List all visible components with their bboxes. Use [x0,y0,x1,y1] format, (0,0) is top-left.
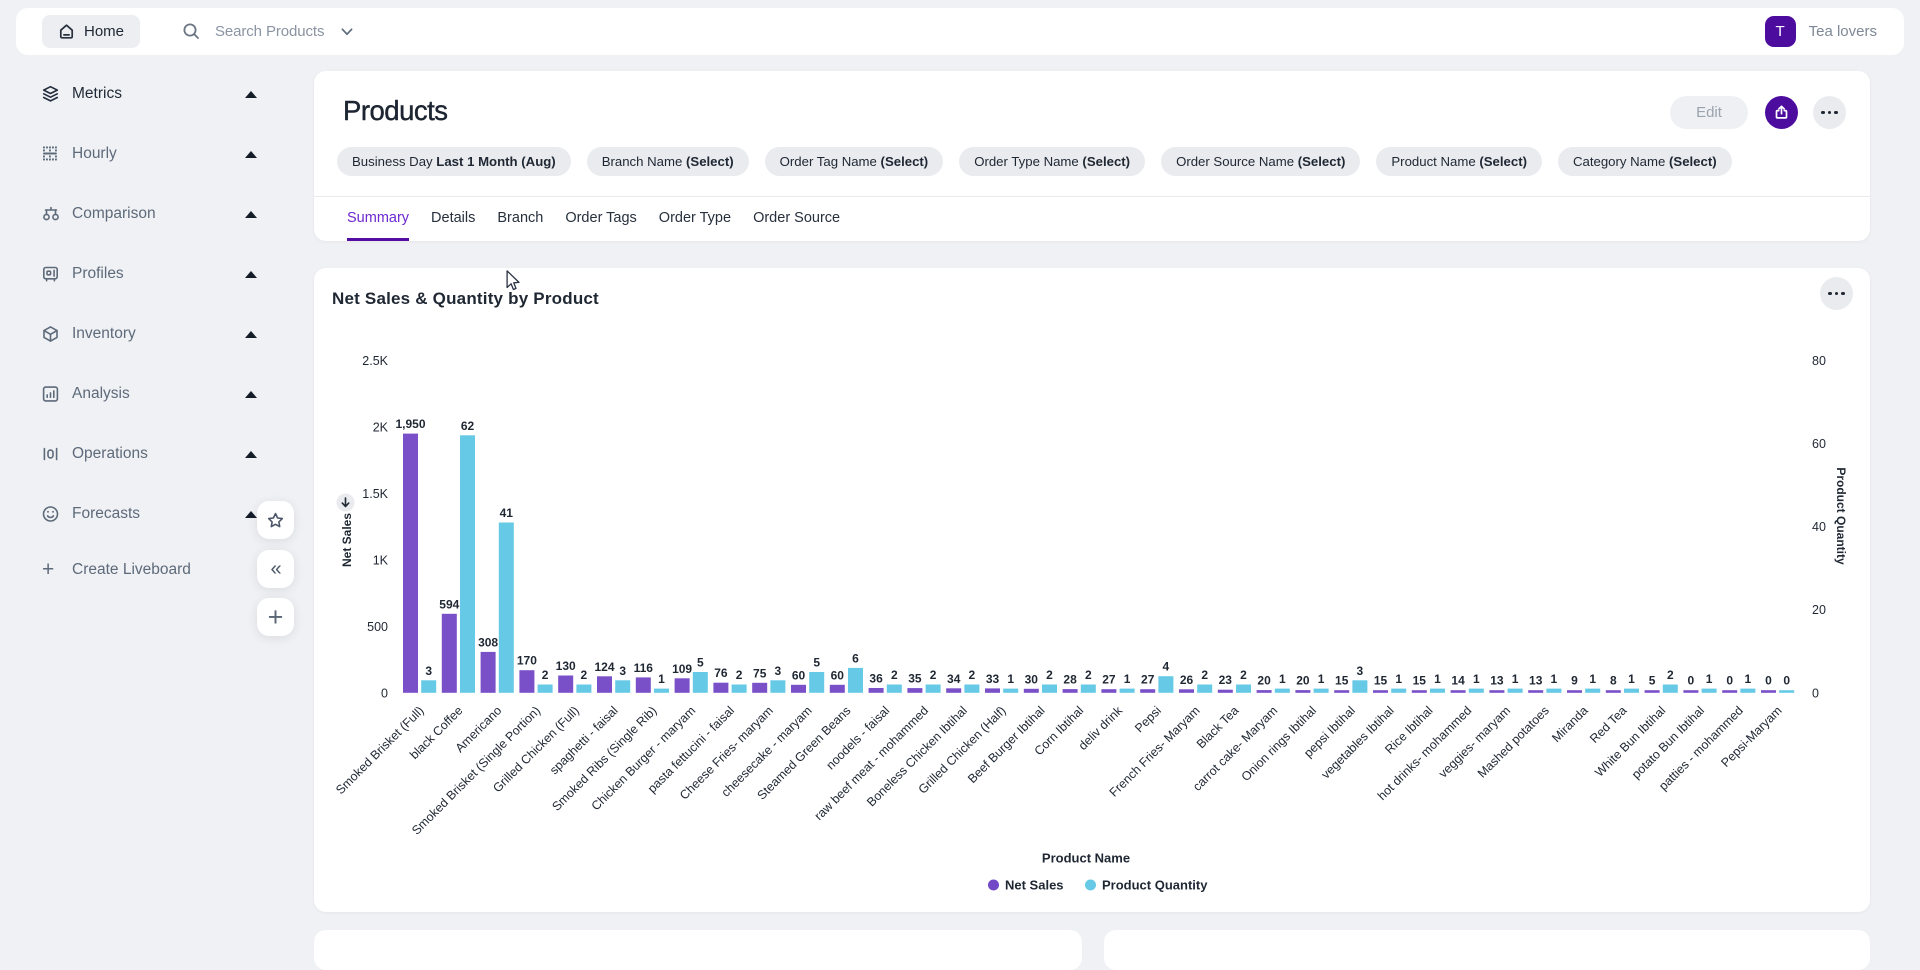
svg-text:60: 60 [792,668,806,682]
svg-text:Miranda: Miranda [1549,703,1591,745]
svg-text:41: 41 [500,506,514,520]
svg-text:13: 13 [1529,674,1543,688]
svg-text:116: 116 [634,661,654,675]
svg-text:2: 2 [1046,668,1053,682]
svg-text:0: 0 [1783,674,1790,688]
svg-text:28: 28 [1063,673,1077,687]
svg-text:2: 2 [581,668,588,682]
svg-text:3: 3 [619,664,626,678]
svg-text:6: 6 [852,651,859,665]
svg-text:Product Quantity: Product Quantity [1834,467,1848,565]
svg-text:vegetables Ibtihal: vegetables Ibtihal [1319,704,1397,782]
svg-text:0: 0 [1726,674,1733,688]
svg-text:20: 20 [1257,674,1271,688]
svg-text:35: 35 [908,672,922,686]
svg-text:27: 27 [1141,673,1155,687]
svg-text:2: 2 [1240,668,1247,682]
svg-text:1.5K: 1.5K [362,487,388,501]
svg-text:Product Quantity: Product Quantity [1102,878,1208,893]
svg-text:20: 20 [1812,603,1826,617]
svg-text:33: 33 [986,672,1000,686]
svg-text:26: 26 [1180,673,1194,687]
svg-text:170: 170 [517,654,537,668]
svg-text:1: 1 [1007,672,1014,686]
svg-text:2: 2 [736,668,743,682]
svg-text:Product Name: Product Name [1042,851,1130,866]
svg-text:1: 1 [658,672,665,686]
svg-text:5: 5 [697,656,704,670]
svg-text:40: 40 [1812,520,1826,534]
svg-text:308: 308 [478,635,498,649]
svg-text:Net Sales: Net Sales [1005,878,1064,893]
svg-text:3: 3 [775,664,782,678]
svg-text:1: 1 [1706,672,1713,686]
svg-text:1: 1 [1124,672,1131,686]
svg-text:1: 1 [1395,672,1402,686]
svg-text:30: 30 [1025,672,1039,686]
svg-text:Mashed potatoes: Mashed potatoes [1475,704,1552,781]
svg-text:1: 1 [1318,672,1325,686]
svg-text:Pepsi: Pepsi [1132,704,1164,736]
svg-text:1,950: 1,950 [395,417,425,431]
svg-text:14: 14 [1451,674,1465,688]
svg-text:2: 2 [1667,668,1674,682]
svg-text:0: 0 [1812,686,1819,700]
svg-text:27: 27 [1102,673,1116,687]
svg-text:veggies- maryam: veggies- maryam [1436,704,1513,781]
svg-text:Net Sales & Quantity by Produc: Net Sales & Quantity by Product [332,289,599,308]
svg-text:2: 2 [891,668,898,682]
svg-text:0: 0 [381,686,388,700]
svg-text:4: 4 [1163,660,1170,674]
svg-text:15: 15 [1413,674,1427,688]
svg-text:1: 1 [1589,672,1596,686]
svg-text:109: 109 [672,662,692,676]
svg-text:75: 75 [753,666,767,680]
svg-text:0: 0 [1688,674,1695,688]
svg-text:2: 2 [1085,668,1092,682]
svg-text:2: 2 [930,668,937,682]
svg-text:1: 1 [1434,672,1441,686]
svg-text:0: 0 [1765,674,1772,688]
svg-text:5: 5 [1649,674,1656,688]
svg-text:White Bun Ibtihal: White Bun Ibtihal [1592,704,1668,780]
svg-text:2: 2 [542,668,549,682]
svg-text:Net Sales: Net Sales [340,513,354,567]
svg-text:20: 20 [1296,674,1310,688]
svg-text:spaghetti - faisal: spaghetti - faisal [547,704,621,778]
svg-text:60: 60 [1812,437,1826,451]
svg-text:3: 3 [425,664,432,678]
svg-text:34: 34 [947,672,961,686]
svg-text:15: 15 [1335,674,1349,688]
svg-text:9: 9 [1571,674,1578,688]
svg-text:2K: 2K [373,421,389,435]
svg-text:1: 1 [1745,672,1752,686]
svg-text:1: 1 [1628,672,1635,686]
svg-text:13: 13 [1490,674,1504,688]
svg-text:potato Bun Ibtihal: potato Bun Ibtihal [1629,704,1707,782]
svg-text:60: 60 [831,668,845,682]
svg-text:2: 2 [969,668,976,682]
svg-text:62: 62 [461,419,475,433]
svg-text:1: 1 [1279,672,1286,686]
svg-text:130: 130 [556,659,576,673]
svg-text:76: 76 [714,666,728,680]
svg-text:1: 1 [1473,672,1480,686]
svg-text:3: 3 [1357,664,1364,678]
svg-text:1: 1 [1512,672,1519,686]
svg-text:36: 36 [869,672,883,686]
svg-text:1: 1 [1551,672,1558,686]
svg-text:2.5K: 2.5K [362,354,388,368]
svg-text:500: 500 [367,620,388,634]
svg-text:23: 23 [1219,673,1233,687]
svg-text:8: 8 [1610,674,1617,688]
svg-text:594: 594 [439,597,459,611]
svg-text:2: 2 [1201,668,1208,682]
svg-text:80: 80 [1812,354,1826,368]
svg-text:15: 15 [1374,674,1388,688]
svg-text:5: 5 [813,656,820,670]
svg-text:1K: 1K [373,553,389,567]
svg-text:124: 124 [594,660,614,674]
